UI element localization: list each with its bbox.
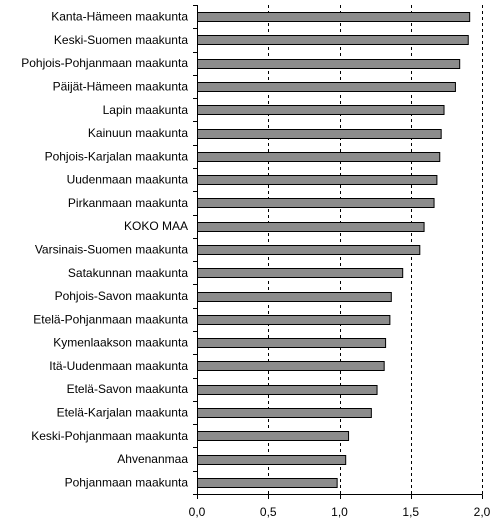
category-labels: Kanta-Hämeen maakunta Keski-Suomen maakun…: [21, 10, 188, 490]
category-label-5: Kainuun maakunta: [88, 126, 188, 140]
bar-1: [197, 35, 469, 45]
bar-2: [197, 59, 461, 69]
x-tick-label-0: 0,0: [189, 505, 206, 519]
category-label-4: Lapin maakunta: [103, 103, 189, 117]
category-label-6: Pohjois-Karjalan maakunta: [45, 149, 189, 163]
bar-15: [197, 361, 385, 371]
bar-10: [197, 245, 421, 255]
category-label-13: Etelä-Pohjanmaan maakunta: [33, 312, 188, 326]
category-label-16: Etelä-Savon maakunta: [67, 382, 189, 396]
bar-14: [197, 338, 387, 348]
category-label-9: KOKO MAA: [124, 219, 188, 233]
bar-13: [197, 315, 391, 325]
bar-18: [197, 431, 350, 441]
x-tick-label-4: 2,0: [474, 505, 491, 519]
category-label-18: Keski-Pohjanmaan maakunta: [31, 429, 188, 443]
x-tick-label-1: 0,5: [260, 505, 277, 519]
category-label-15: Itä-Uudenmaan maakunta: [49, 359, 188, 373]
bar-19: [197, 455, 347, 465]
bar-16: [197, 385, 378, 395]
bars: [197, 12, 471, 488]
bar-9: [197, 222, 425, 232]
x-tick-label-2: 1,0: [331, 505, 348, 519]
x-tick-labels: 0,0 0,5 1,0 1,5 2,0: [189, 505, 491, 519]
bar-0: [197, 12, 471, 22]
bar-6: [197, 152, 441, 162]
bar-20: [197, 478, 338, 488]
category-label-7: Uudenmaan maakunta: [67, 173, 189, 187]
category-label-14: Kymenlaakson maakunta: [53, 336, 188, 350]
bar-12: [197, 292, 392, 302]
category-label-1: Keski-Suomen maakunta: [54, 33, 188, 47]
category-label-11: Satakunnan maakunta: [68, 266, 188, 280]
category-label-3: Päijät-Hämeen maakunta: [53, 80, 189, 94]
category-label-2: Pohjois-Pohjanmaan maakunta: [21, 56, 188, 70]
bar-5: [197, 129, 442, 139]
category-label-10: Varsinais-Suomen maakunta: [35, 243, 189, 257]
bar-8: [197, 198, 435, 208]
bar-3: [197, 82, 456, 92]
bar-11: [197, 268, 404, 278]
category-label-0: Kanta-Hämeen maakunta: [51, 10, 188, 24]
category-label-17: Etelä-Karjalan maakunta: [57, 406, 189, 420]
category-label-19: Ahvenanmaa: [117, 452, 188, 466]
category-label-8: Pirkanmaan maakunta: [68, 196, 188, 210]
bar-7: [197, 175, 438, 185]
category-label-20: Pohjanmaan maakunta: [65, 475, 189, 489]
x-tick-label-3: 1,5: [402, 505, 419, 519]
axes: [193, 5, 483, 499]
bar-17: [197, 408, 372, 418]
category-label-12: Pohjois-Savon maakunta: [55, 289, 189, 303]
bar-4: [197, 105, 445, 115]
